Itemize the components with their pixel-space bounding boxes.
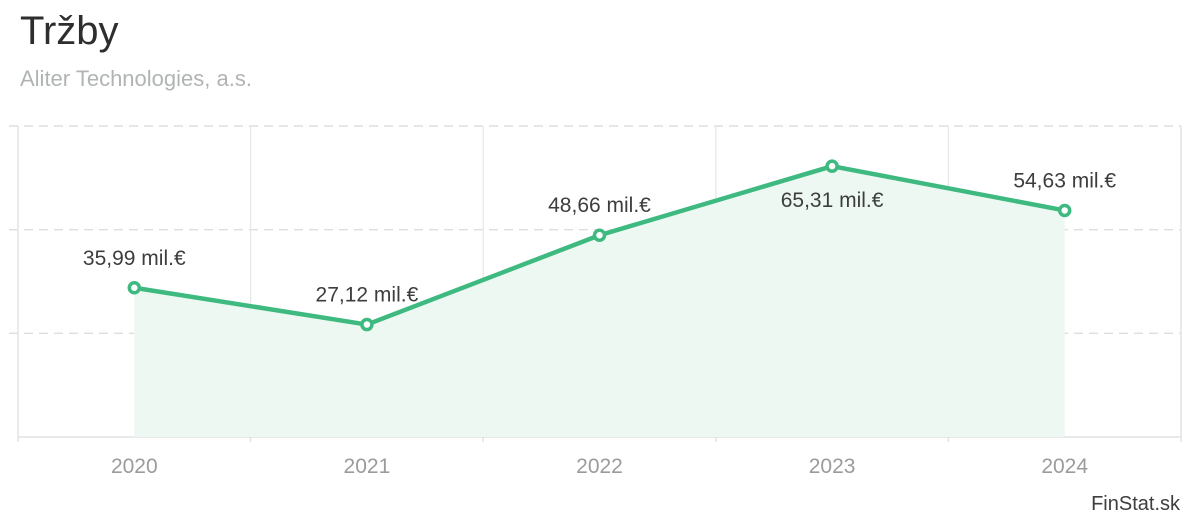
data-label: 48,66 mil.€ [548, 194, 651, 217]
data-point-2021[interactable] [360, 317, 374, 332]
x-axis-label: 2020 [111, 455, 158, 478]
x-axis-label: 2024 [1041, 455, 1088, 478]
data-label: 27,12 mil.€ [316, 284, 419, 307]
data-label: 65,31 mil.€ [781, 189, 884, 212]
finstat-brand-link[interactable]: FinStat.sk [1091, 493, 1180, 515]
data-label: 54,63 mil.€ [1013, 169, 1116, 192]
data-label: 35,99 mil.€ [83, 247, 186, 270]
chart-header: Tržby Aliter Technologies, a.s. [20, 10, 252, 91]
data-point-2023[interactable] [825, 159, 839, 173]
data-point-2020[interactable] [127, 281, 142, 295]
data-point-2022[interactable] [592, 228, 607, 242]
x-axis-label: 2022 [576, 455, 623, 478]
page-title: Tržby [20, 9, 119, 53]
company-subtitle: Aliter Technologies, a.s. [20, 66, 252, 91]
x-axis-label: 2023 [809, 455, 856, 478]
x-axis-label: 2021 [344, 455, 391, 478]
data-point-2024[interactable] [1057, 203, 1072, 218]
series-area-fill [134, 166, 1065, 437]
